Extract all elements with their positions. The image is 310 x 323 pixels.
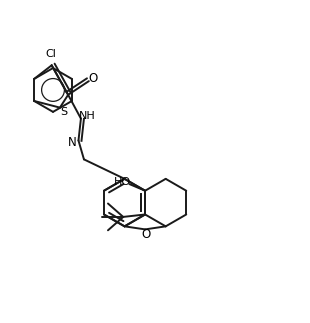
Text: Cl: Cl — [46, 49, 56, 59]
Text: O: O — [88, 72, 97, 85]
Text: N: N — [67, 136, 76, 150]
Text: O: O — [141, 228, 150, 241]
Text: HO: HO — [114, 177, 131, 187]
Text: S: S — [61, 108, 68, 118]
Text: NH: NH — [79, 111, 96, 121]
